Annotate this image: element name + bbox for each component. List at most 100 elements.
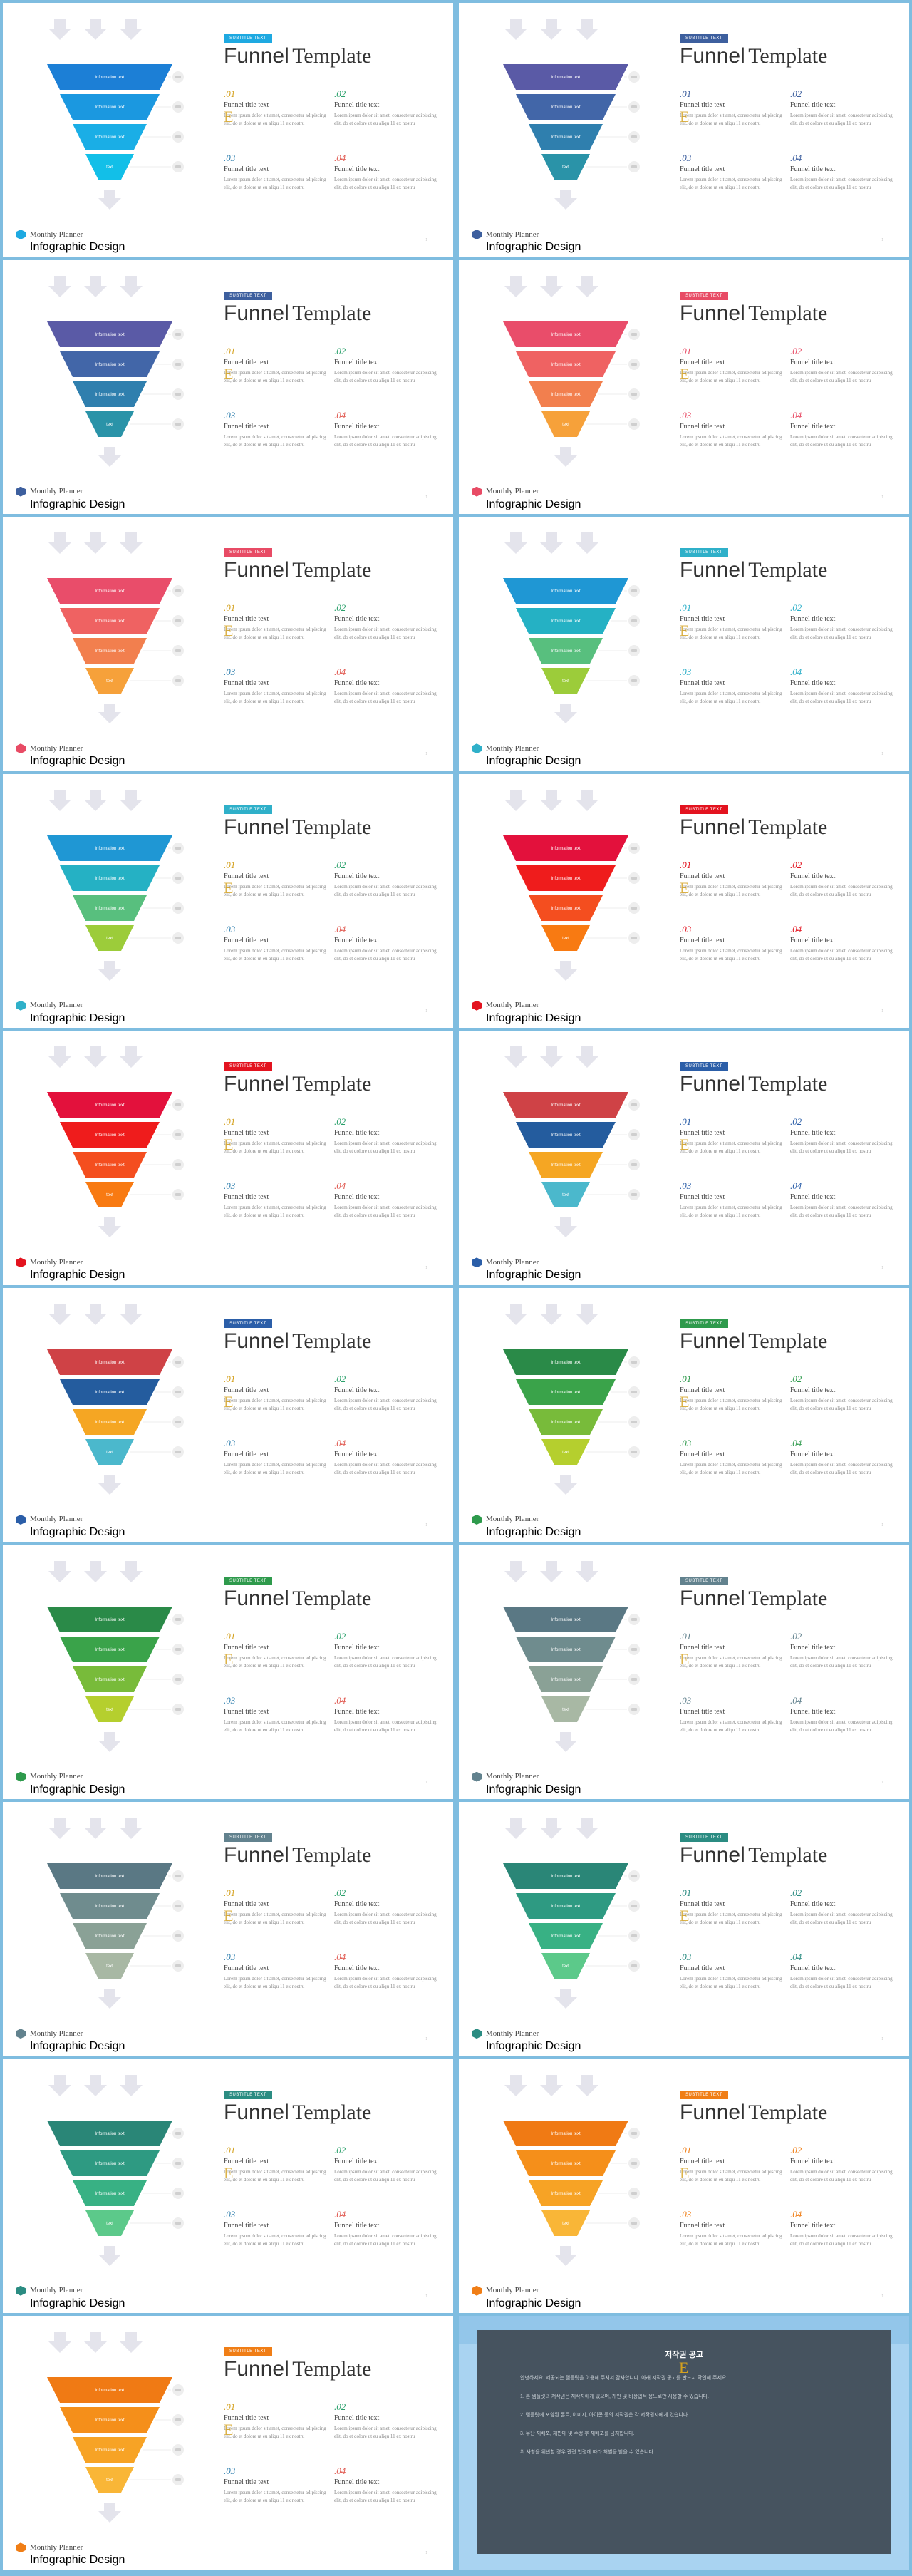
page-number: 1 [881, 238, 884, 242]
notice-heading: 저작권 공고 [665, 2351, 703, 2360]
funnel-level-4 [86, 1438, 134, 1465]
funnel-level-label: text [562, 937, 569, 941]
item-number: .04 [334, 1952, 346, 1963]
funnel-level-3 [73, 1408, 147, 1435]
watermark-seal-icon: E [224, 1392, 234, 1411]
down-arrow-icon [540, 1818, 563, 1840]
slide-grid: Information text Information text Informat… [3, 3, 909, 2573]
footer-subtitle: Infographic Design [486, 2040, 581, 2053]
item-description: Lorem ipsum dolor sit amet, consectetur … [680, 883, 782, 897]
down-arrow-icon [48, 1303, 71, 1325]
slide-title: Funnel Template [224, 558, 371, 582]
title-serif-part: Template [748, 558, 828, 582]
funnel-item: .01 Funnel title text Lorem ipsum dolor si… [224, 602, 327, 642]
funnel-level-label: text [106, 1708, 113, 1712]
funnel-item: .02 Funnel title text Lorem ipsum dolor si… [790, 1887, 893, 1927]
funnel-item: .02 Funnel title text Lorem ipsum dolor si… [334, 346, 437, 385]
funnel-item: .01 Funnel title text Lorem ipsum dolor si… [680, 88, 783, 128]
funnel-item: .02 Funnel title text Lorem ipsum dolor si… [334, 88, 437, 128]
step-glyph-icon [631, 165, 637, 168]
item-title: Funnel title text [334, 2414, 380, 2423]
slide-title: Funnel Template [224, 302, 371, 326]
funnel-item: .03 Funnel title text Lorem ipsum dolor si… [680, 1180, 783, 1220]
item-title: Funnel title text [224, 165, 269, 173]
funnel-level-label: Information text [95, 1391, 125, 1395]
item-description: Lorem ipsum dolor sit amet, consectetur … [334, 1912, 437, 1926]
down-arrow-icon [48, 275, 71, 297]
item-number: .03 [224, 409, 236, 421]
item-title: Funnel title text [790, 422, 836, 431]
funnel-level-label: text [106, 679, 113, 684]
watermark-seal-icon: E [224, 364, 234, 383]
funnel-level-1 [47, 2377, 172, 2404]
subtitle-badge: SUBTITLE TEXT [680, 1319, 729, 1328]
item-title: Funnel title text [790, 101, 836, 109]
footer-subtitle: Infographic Design [486, 2297, 581, 2309]
funnel-level-3 [529, 124, 603, 150]
step-glyph-icon [175, 1707, 181, 1711]
funnel-item: .01 Funnel title text Lorem ipsum dolor si… [224, 860, 327, 899]
funnel-item: .03 Funnel title text Lorem ipsum dolor si… [680, 410, 783, 449]
funnel-item: .03 Funnel title text Lorem ipsum dolor si… [680, 2209, 783, 2248]
item-description: Lorem ipsum dolor sit amet, consectetur … [224, 883, 326, 897]
down-arrow-icon [48, 1046, 71, 1068]
funnel-level-1 [47, 578, 172, 604]
funnel-level-4 [86, 411, 134, 437]
slide-title: Funnel Template [680, 1072, 827, 1096]
item-description: Lorem ipsum dolor sit amet, consectetur … [224, 1461, 326, 1475]
down-arrow-icon [84, 1560, 107, 1582]
down-arrow-icon [98, 2245, 121, 2266]
funnel-item: .03 Funnel title text Lorem ipsum dolor si… [224, 153, 327, 192]
title-serif-part: Template [748, 815, 828, 839]
funnel-level-4 [542, 1438, 590, 1465]
funnel-level-label: Information text [551, 1163, 581, 1168]
item-number: .01 [224, 2401, 236, 2413]
step-glyph-icon [631, 936, 637, 939]
footer-brand: Monthly Planner [472, 1257, 539, 1268]
funnel-level-label: Information text [95, 1875, 125, 1879]
funnel-level-1 [503, 1092, 628, 1118]
down-arrow-icon [120, 532, 142, 555]
item-number: .04 [334, 1694, 346, 1706]
subtitle-badge: SUBTITLE TEXT [680, 805, 729, 814]
funnel-graphic: Information text Information text Informat… [503, 2074, 640, 2266]
funnel-level-label: Information text [95, 877, 125, 881]
funnel-level-1 [503, 835, 628, 861]
item-title: Funnel title text [680, 1386, 725, 1394]
funnel-level-4 [542, 668, 590, 694]
subtitle-badge: SUBTITLE TEXT [224, 1319, 273, 1328]
funnel-slide: Information text Information text Informat… [3, 259, 453, 515]
funnel-level-label: Information text [95, 649, 125, 654]
item-title: Funnel title text [334, 1386, 380, 1394]
funnel-level-3 [73, 895, 147, 921]
funnel-level-label: text [562, 1451, 569, 1455]
down-arrow-icon [540, 1046, 563, 1068]
funnel-item: .01 Funnel title text Lorem ipsum dolor si… [680, 1374, 783, 1413]
title-serif-part: Template [292, 301, 372, 325]
page-number: 1 [881, 2294, 884, 2299]
funnel-level-label: Information text [551, 1391, 581, 1395]
step-glyph-icon [175, 1875, 181, 1878]
funnel-item: .03 Funnel title text Lorem ipsum dolor si… [224, 666, 327, 706]
item-description: Lorem ipsum dolor sit amet, consectetur … [680, 1461, 782, 1475]
footer-subtitle: Infographic Design [30, 755, 125, 768]
down-arrow-icon [98, 1989, 121, 2009]
item-description: Lorem ipsum dolor sit amet, consectetur … [224, 369, 326, 383]
title-sans-part: Funnel [224, 1329, 289, 1353]
subtitle-badge: SUBTITLE TEXT [224, 2347, 273, 2356]
funnel-level-label: Information text [95, 2132, 125, 2136]
item-number: .04 [334, 2208, 346, 2220]
brand-hex-icon [472, 2285, 482, 2296]
item-title: Funnel title text [334, 1643, 380, 1652]
footer-name: Monthly Planner [486, 1515, 539, 1524]
item-number: .04 [334, 409, 346, 421]
down-arrow-icon [554, 1731, 577, 1752]
funnel-item: .01 Funnel title text Lorem ipsum dolor si… [224, 1374, 327, 1413]
down-arrow-icon [540, 1303, 563, 1325]
funnel-slide: Information text Information text Informat… [459, 1545, 909, 1800]
funnel-graphic: Information text Information text Informat… [503, 1818, 640, 2009]
item-description: Lorem ipsum dolor sit amet, consectetur … [224, 2168, 326, 2183]
item-title: Funnel title text [224, 2221, 269, 2230]
title-serif-part: Template [748, 1329, 828, 1353]
step-glyph-icon [631, 1964, 637, 1968]
